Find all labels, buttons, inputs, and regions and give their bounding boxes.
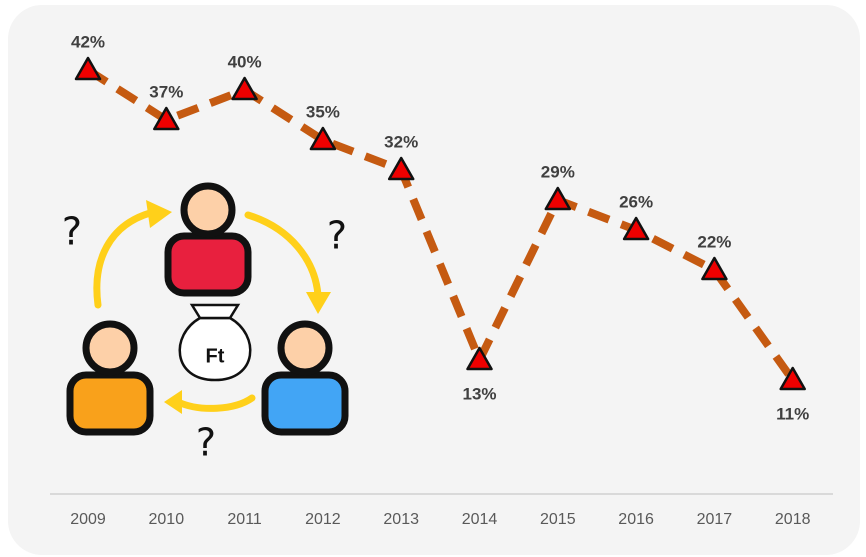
x-tick-label: 2018 xyxy=(775,511,811,528)
card xyxy=(8,5,860,555)
data-label: 37% xyxy=(149,82,183,101)
data-label: 11% xyxy=(776,404,809,423)
x-tick-label: 2017 xyxy=(697,511,733,528)
x-tick-label: 2016 xyxy=(618,511,654,528)
data-label: 26% xyxy=(619,192,653,211)
question-mark: ? xyxy=(327,214,347,258)
x-tick-label: 2012 xyxy=(305,511,341,528)
x-tick-label: 2013 xyxy=(383,511,419,528)
x-tick-label: 2015 xyxy=(540,511,576,528)
data-label: 22% xyxy=(697,232,731,251)
x-tick-label: 2014 xyxy=(462,511,498,528)
data-label: 42% xyxy=(71,32,105,51)
data-label: 32% xyxy=(384,132,418,151)
question-mark: ? xyxy=(196,421,216,465)
data-label: 35% xyxy=(306,102,340,121)
data-label: 29% xyxy=(541,162,575,181)
question-mark: ? xyxy=(62,210,82,254)
x-tick-label: 2011 xyxy=(227,511,262,528)
currency-label: Ft xyxy=(206,345,225,367)
chart: ? ? ? Ft 2009 2010 2011 2012 2013 2014 2015 201… xyxy=(0,0,866,557)
x-tick-label: 2009 xyxy=(70,511,106,528)
x-tick-label: 2010 xyxy=(149,511,185,528)
data-label: 13% xyxy=(462,384,496,403)
data-label: 40% xyxy=(228,52,262,71)
